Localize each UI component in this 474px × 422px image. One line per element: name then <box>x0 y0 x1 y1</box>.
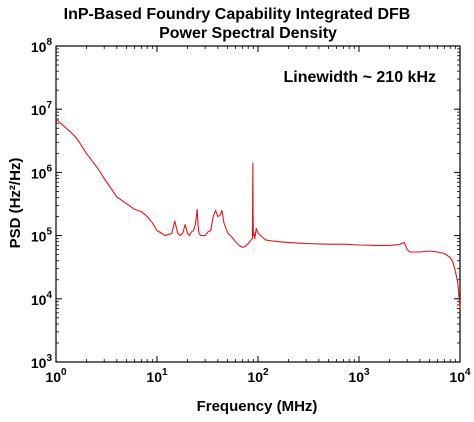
y-tick-label: 104 <box>31 290 53 308</box>
chart-title-line-1: InP-Based Foundry Capability Integrated … <box>64 6 411 23</box>
chart-title-line-2: Power Spectral Density <box>159 25 337 42</box>
x-tick-label: 102 <box>247 367 269 385</box>
y-tick-label: 103 <box>31 353 53 371</box>
x-tick-label: 101 <box>146 367 168 385</box>
x-tick-label: 100 <box>45 367 67 385</box>
x-axis-label: Frequency (MHz) <box>197 398 318 415</box>
x-tick-label: 103 <box>348 367 370 385</box>
y-tick-label: 105 <box>31 227 53 245</box>
axes-box <box>55 45 461 363</box>
plot-area: 100 101 102 103 104 103 104 105 106 107 108 <box>31 37 471 385</box>
linewidth-annotation: Linewidth ~ 210 kHz <box>284 69 436 86</box>
y-tick-label: 106 <box>31 163 53 181</box>
x-tick-label: 104 <box>449 367 471 385</box>
y-tick-label: 107 <box>31 100 53 118</box>
psd-series-line <box>55 118 461 309</box>
y-axis-label: PSD (Hz²/Hz) <box>7 158 24 249</box>
y-tick-label: 108 <box>31 37 53 55</box>
